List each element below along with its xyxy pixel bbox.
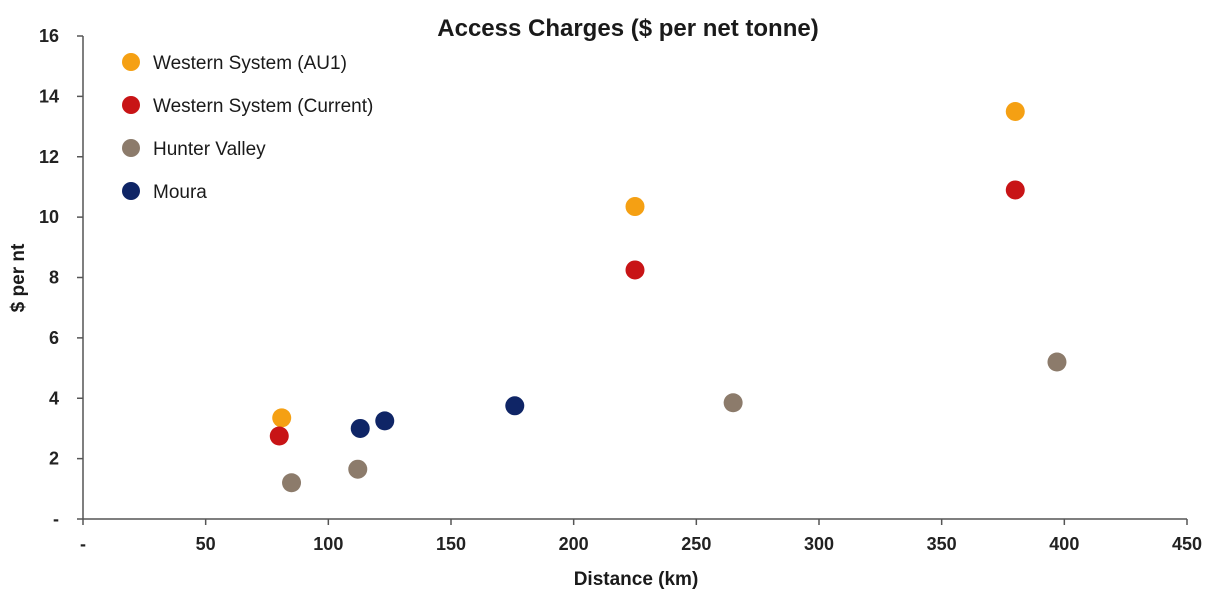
x-tick-label: 200	[559, 534, 589, 554]
data-point	[1047, 352, 1067, 372]
y-axis-label: $ per nt	[8, 243, 29, 312]
legend-marker	[122, 53, 140, 71]
legend-marker	[122, 182, 140, 200]
data-point	[272, 408, 292, 428]
legend-marker	[122, 139, 140, 157]
x-tick-label: 150	[436, 534, 466, 554]
chart-title: Access Charges ($ per net tonne)	[437, 15, 818, 42]
y-tick-label: 2	[49, 449, 59, 469]
y-tick-label: 4	[49, 388, 59, 408]
y-tick-label: 12	[39, 147, 59, 167]
x-tick-label: -	[80, 534, 86, 554]
legend-label: Hunter Valley	[153, 139, 266, 160]
x-axis-label: Distance (km)	[574, 569, 699, 590]
x-tick-label: 50	[196, 534, 216, 554]
x-tick-label: 100	[313, 534, 343, 554]
data-point	[282, 473, 302, 493]
y-tick-label: 10	[39, 207, 59, 227]
data-point	[375, 411, 395, 431]
legend-marker	[122, 96, 140, 114]
y-tick-label: 8	[49, 268, 59, 288]
data-point	[1005, 101, 1025, 121]
data-point	[269, 426, 289, 446]
series-1	[269, 180, 1025, 446]
data-points	[269, 101, 1067, 493]
legend-label: Moura	[153, 182, 207, 203]
legend-label: Western System (Current)	[153, 96, 373, 117]
y-tick-label: 6	[49, 328, 59, 348]
y-tick-label: -	[53, 509, 59, 529]
data-point	[350, 418, 370, 438]
x-tick-label: 400	[1049, 534, 1079, 554]
data-point	[625, 260, 645, 280]
legend: Western System (AU1) Western System (Curr…	[122, 53, 373, 203]
data-point	[1005, 180, 1025, 200]
legend-item: Hunter Valley	[122, 139, 266, 160]
x-tick-label: 350	[927, 534, 957, 554]
y-tick-label: 16	[39, 26, 59, 46]
data-point	[625, 197, 645, 217]
x-axis-ticks: - 50 100 150 200 250 300 350 400 450	[80, 519, 1202, 554]
x-tick-label: 300	[804, 534, 834, 554]
legend-item: Western System (Current)	[122, 96, 373, 117]
data-point	[723, 393, 743, 413]
series-2	[282, 352, 1067, 493]
legend-item: Western System (AU1)	[122, 53, 347, 74]
y-tick-label: 14	[39, 86, 59, 106]
series-0	[272, 101, 1025, 428]
legend-item: Moura	[122, 182, 207, 203]
data-point	[505, 396, 525, 416]
x-tick-label: 450	[1172, 534, 1202, 554]
x-tick-label: 250	[681, 534, 711, 554]
y-axis-ticks: - 2 4 6 8 10 12 14 16	[39, 26, 83, 529]
series-3	[350, 396, 525, 438]
data-point	[348, 459, 368, 479]
legend-label: Western System (AU1)	[153, 53, 347, 74]
